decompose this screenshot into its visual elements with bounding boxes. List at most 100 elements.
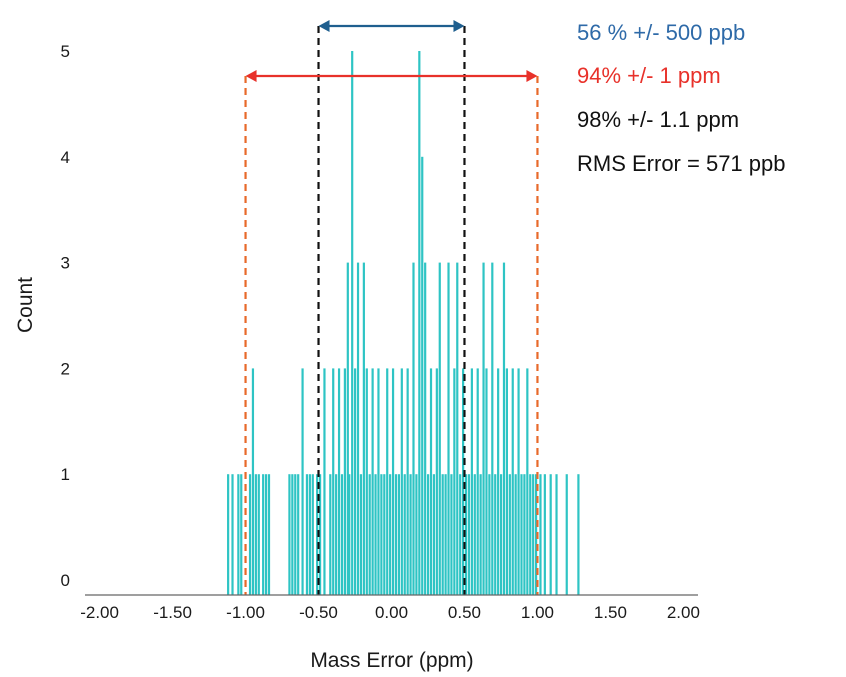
histogram-bar bbox=[459, 474, 462, 595]
histogram-bar bbox=[577, 474, 580, 595]
histogram-bar bbox=[397, 474, 400, 595]
histogram-bar bbox=[421, 156, 424, 596]
x-tick-label: -1.50 bbox=[153, 603, 192, 622]
y-tick-label: 1 bbox=[61, 465, 70, 484]
histogram-bar bbox=[517, 368, 520, 595]
histogram-bar bbox=[291, 474, 294, 595]
histogram-bar bbox=[248, 474, 252, 595]
histogram-bar bbox=[318, 474, 322, 595]
histogram-bar bbox=[374, 474, 377, 595]
histogram-bar bbox=[377, 368, 380, 595]
histogram-bar bbox=[432, 474, 436, 595]
histogram-bar bbox=[294, 474, 297, 595]
annotation-text: 98% +/- 1.1 ppm bbox=[577, 107, 739, 132]
histogram-bar bbox=[491, 262, 494, 595]
histogram-bar bbox=[462, 368, 465, 595]
histogram-bar bbox=[511, 368, 514, 595]
histogram-bar bbox=[400, 368, 403, 595]
histogram-bar bbox=[311, 474, 314, 595]
histogram-bar bbox=[456, 262, 459, 595]
histogram-bar bbox=[488, 474, 491, 595]
histogram-bar bbox=[359, 474, 363, 595]
histogram-bar bbox=[450, 474, 453, 595]
histogram-bar bbox=[323, 368, 326, 595]
histogram-bar bbox=[424, 262, 427, 595]
y-tick-label: 3 bbox=[61, 254, 70, 273]
histogram-bar bbox=[297, 474, 300, 595]
histogram-bar bbox=[555, 474, 558, 595]
x-tick-label: -0.50 bbox=[299, 603, 338, 622]
x-tick-label: 1.50 bbox=[594, 603, 627, 622]
x-tick-label: -2.00 bbox=[80, 603, 119, 622]
histogram-bar bbox=[532, 474, 535, 595]
histogram-bar bbox=[254, 474, 257, 595]
x-tick-label: 0.00 bbox=[375, 603, 408, 622]
range-arrow-head-right bbox=[526, 70, 538, 82]
histogram-bar bbox=[337, 368, 341, 595]
histogram-bar bbox=[335, 474, 338, 595]
histogram-bar bbox=[467, 474, 471, 595]
histogram-bar bbox=[565, 474, 568, 595]
histogram-bar bbox=[368, 474, 371, 595]
histogram-bar bbox=[435, 368, 438, 595]
x-axis-title: Mass Error (ppm) bbox=[310, 649, 473, 672]
histogram-bar bbox=[288, 474, 291, 595]
histogram-bar bbox=[514, 474, 517, 595]
histogram-bar bbox=[251, 368, 255, 595]
x-tick-label: 2.00 bbox=[667, 603, 700, 622]
histogram-bar bbox=[371, 368, 374, 595]
histogram-bar bbox=[305, 474, 309, 595]
annotation-text: RMS Error = 571 ppb bbox=[577, 151, 785, 176]
histogram-bar bbox=[380, 474, 383, 595]
histogram-bar bbox=[389, 474, 392, 595]
x-tick-label: 1.00 bbox=[521, 603, 554, 622]
reference-lines bbox=[244, 26, 539, 595]
histogram-bar bbox=[549, 474, 552, 595]
histogram-bar bbox=[539, 474, 542, 595]
histogram-bar bbox=[264, 474, 268, 595]
histogram-bar bbox=[543, 474, 546, 595]
histogram-bar bbox=[476, 368, 479, 595]
annotation-text: 94% +/- 1 ppm bbox=[577, 63, 721, 88]
histogram-bar bbox=[444, 474, 447, 595]
histogram-bar bbox=[383, 474, 386, 595]
x-tick-labels: -2.00 -1.50 -1.00 -0.50 0.00 0.50 1.00 1.50 2.00 bbox=[80, 603, 700, 622]
histogram-bar bbox=[386, 368, 389, 595]
histogram-bar bbox=[438, 262, 441, 595]
histogram-bar bbox=[523, 474, 526, 595]
histogram-bar bbox=[262, 474, 265, 595]
histogram-bar bbox=[520, 474, 523, 595]
range-arrow-head-right bbox=[453, 20, 465, 32]
histogram-bar bbox=[529, 474, 532, 595]
histogram-bar bbox=[473, 474, 476, 595]
histogram-bar bbox=[412, 262, 415, 595]
y-tick-labels: 0 1 2 3 4 5 bbox=[61, 42, 70, 590]
histogram-bar bbox=[240, 474, 243, 595]
histogram-bar bbox=[418, 51, 421, 595]
range-arrows bbox=[245, 20, 538, 82]
histogram-bar bbox=[441, 474, 444, 595]
histogram-bar bbox=[237, 474, 240, 595]
histogram-bar bbox=[415, 474, 418, 595]
histogram-bar bbox=[356, 262, 360, 595]
histogram-bar bbox=[494, 474, 497, 595]
histogram-bar bbox=[365, 368, 368, 595]
histogram-bar bbox=[534, 474, 538, 595]
range-arrow-head-left bbox=[318, 20, 330, 32]
histogram-bar bbox=[429, 368, 433, 595]
histogram-bar bbox=[340, 474, 344, 595]
histogram-bar bbox=[329, 474, 332, 595]
histogram-bar bbox=[453, 368, 456, 595]
histogram-bars bbox=[227, 51, 580, 596]
histogram-bar bbox=[267, 474, 271, 595]
histogram-bar bbox=[485, 368, 488, 595]
histogram-bar bbox=[351, 51, 354, 595]
histogram-bar bbox=[332, 368, 335, 595]
annotation-legend: 56 % +/- 500 ppb 94% +/- 1 ppm 98% +/- 1.1… bbox=[577, 20, 785, 176]
histogram-bar bbox=[470, 368, 473, 595]
histogram-bar bbox=[406, 368, 409, 595]
histogram-bar bbox=[231, 474, 234, 595]
y-axis-title: Count bbox=[14, 277, 37, 333]
histogram-bar bbox=[348, 474, 351, 595]
